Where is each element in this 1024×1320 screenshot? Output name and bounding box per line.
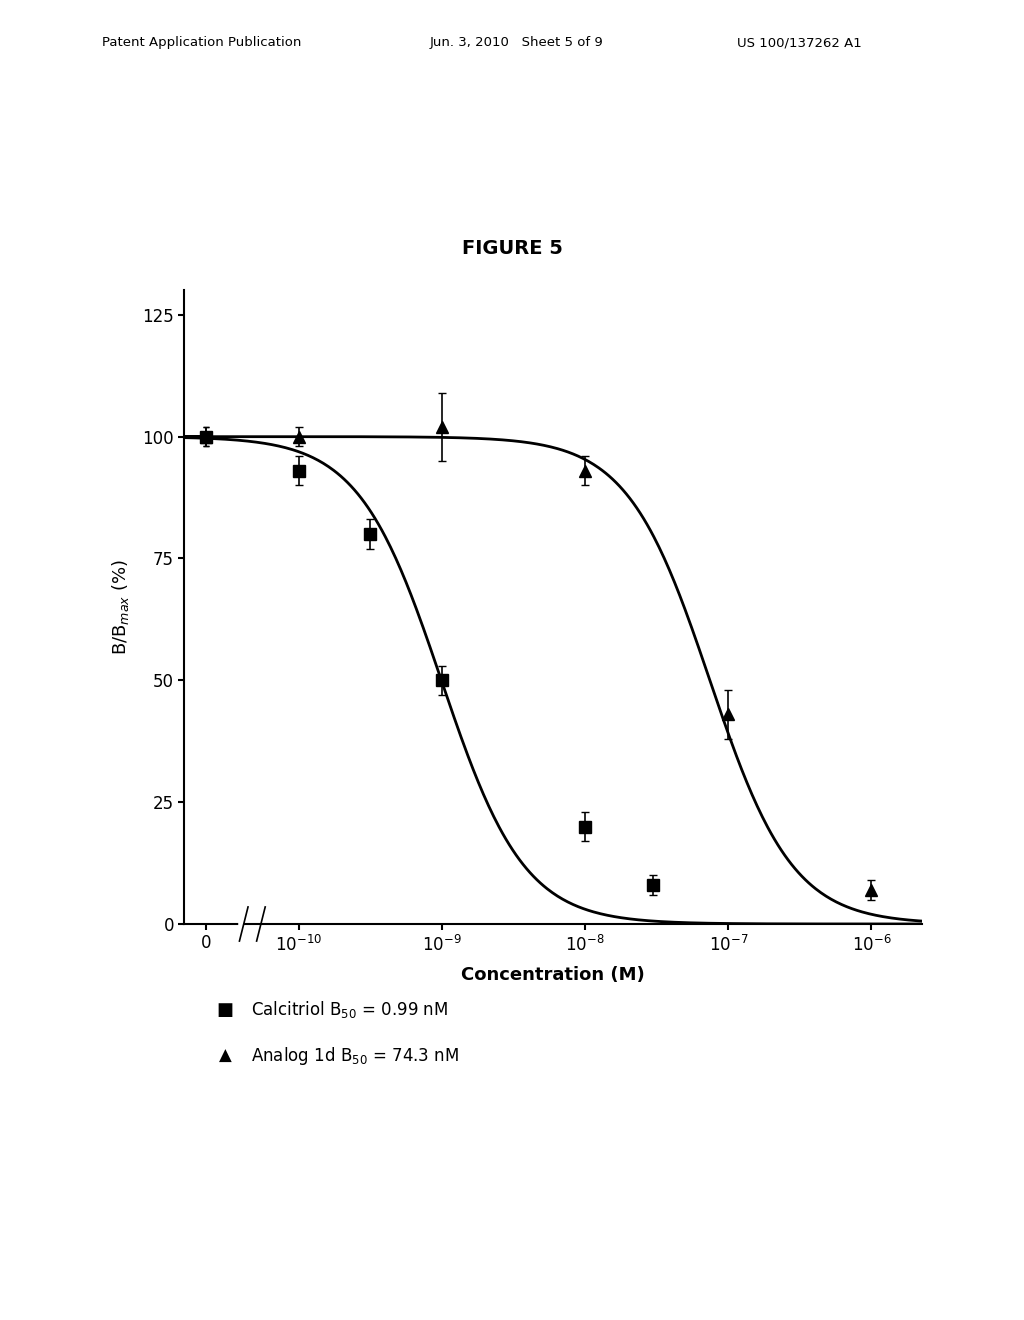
Text: ■: ■ [217,1001,233,1019]
Text: Calcitriol B$_{50}$ = 0.99 nM: Calcitriol B$_{50}$ = 0.99 nM [251,999,449,1020]
Text: Jun. 3, 2010   Sheet 5 of 9: Jun. 3, 2010 Sheet 5 of 9 [430,36,604,49]
Text: Patent Application Publication: Patent Application Publication [102,36,302,49]
Text: US 100/137262 A1: US 100/137262 A1 [737,36,862,49]
Text: Analog 1d B$_{50}$ = 74.3 nM: Analog 1d B$_{50}$ = 74.3 nM [251,1045,459,1067]
X-axis label: Concentration (M): Concentration (M) [461,966,645,983]
Text: FIGURE 5: FIGURE 5 [462,239,562,257]
Text: ▲: ▲ [219,1047,231,1065]
Y-axis label: B/B$_{max}$ (%): B/B$_{max}$ (%) [110,560,131,655]
